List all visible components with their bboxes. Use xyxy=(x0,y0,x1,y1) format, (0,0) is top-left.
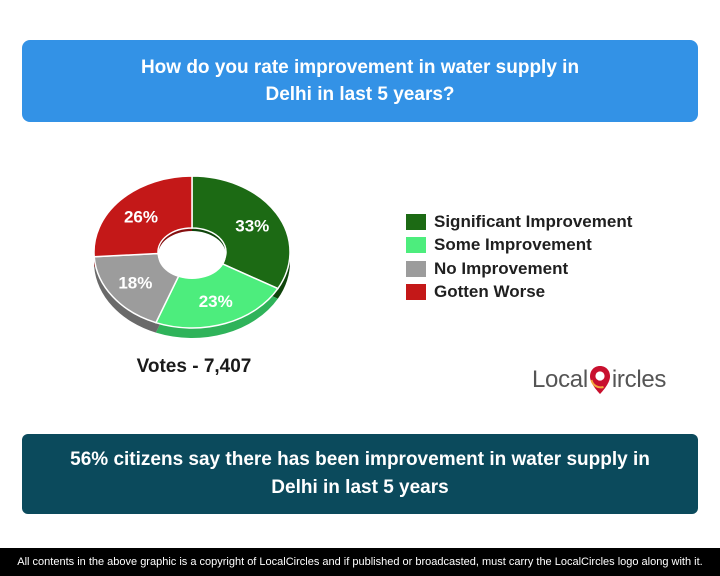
legend-item: No Improvement xyxy=(406,257,632,281)
summary-banner: 56% citizens say there has been improvem… xyxy=(22,434,698,514)
data-label: 18% xyxy=(118,274,152,293)
summary-text: 56% citizens say there has been improvem… xyxy=(60,446,660,502)
data-label: 26% xyxy=(124,207,158,226)
copyright-footer: All contents in the above graphic is a c… xyxy=(0,548,720,576)
donut-chart-layer: 33% 23% 18% 26% xyxy=(94,176,290,338)
legend-label: No Improvement xyxy=(434,259,568,279)
legend-swatch xyxy=(406,214,426,230)
legend-item: Some Improvement xyxy=(406,234,632,258)
chart-legend: Significant Improvement Some Improvement N… xyxy=(406,210,632,304)
votes-count: Votes - 7,407 xyxy=(124,356,264,378)
legend-item: Gotten Worse xyxy=(406,281,632,305)
legend-swatch xyxy=(406,284,426,300)
data-label: 23% xyxy=(199,292,233,311)
legend-item: Significant Improvement xyxy=(406,210,632,234)
legend-label: Some Improvement xyxy=(434,235,592,255)
data-label: 33% xyxy=(235,217,269,236)
legend-swatch xyxy=(406,261,426,277)
localcircles-logo: Local ircles xyxy=(532,360,666,400)
donut-hole xyxy=(158,231,226,279)
logo-text-ircles: ircles xyxy=(612,366,666,394)
logo-text-local: Local xyxy=(532,366,588,394)
legend-swatch xyxy=(406,237,426,253)
legend-label: Gotten Worse xyxy=(434,282,545,302)
logo-pin-icon xyxy=(589,365,611,395)
legend-label: Significant Improvement xyxy=(434,212,632,232)
